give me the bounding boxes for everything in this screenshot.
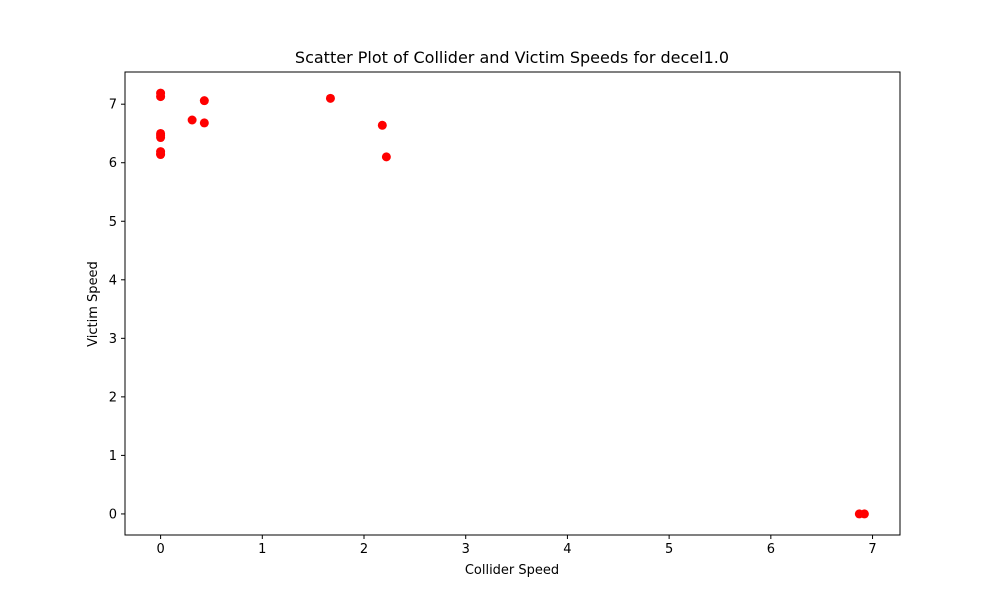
x-tick-label: 6 <box>767 542 775 557</box>
data-point <box>199 96 209 106</box>
x-tick-label: 0 <box>156 542 164 557</box>
x-axis-ticks: 0 1 2 3 4 5 6 7 <box>156 535 877 557</box>
y-tick-label: 5 <box>109 215 117 230</box>
data-points <box>156 88 869 519</box>
x-tick-label: 1 <box>258 542 266 557</box>
chart-title: Scatter Plot of Collider and Victim Spee… <box>295 48 729 67</box>
data-point <box>325 93 335 103</box>
x-tick-label: 7 <box>868 542 876 557</box>
data-point <box>156 92 166 102</box>
y-tick-label: 0 <box>109 507 117 522</box>
y-tick-label: 6 <box>109 156 117 171</box>
data-point <box>187 115 197 125</box>
x-tick-label: 5 <box>665 542 673 557</box>
data-point <box>156 133 166 143</box>
x-tick-label: 3 <box>462 542 470 557</box>
y-axis-ticks: 0 1 2 3 4 5 6 7 <box>109 98 125 522</box>
y-tick-label: 1 <box>109 449 117 464</box>
data-point <box>859 509 869 519</box>
x-axis-label: Collider Speed <box>465 563 559 578</box>
y-tick-label: 4 <box>109 273 117 288</box>
plot-area <box>124 71 901 536</box>
data-point <box>199 118 209 128</box>
x-tick-label: 4 <box>563 542 571 557</box>
data-point <box>381 152 391 162</box>
x-tick-label: 2 <box>360 542 368 557</box>
data-point <box>377 120 387 130</box>
y-axis-label: Victim Speed <box>86 261 101 347</box>
y-tick-label: 3 <box>109 332 117 347</box>
data-point <box>156 150 166 160</box>
plot-frame <box>124 71 901 536</box>
y-tick-label: 2 <box>109 390 117 405</box>
y-tick-label: 7 <box>109 98 117 113</box>
